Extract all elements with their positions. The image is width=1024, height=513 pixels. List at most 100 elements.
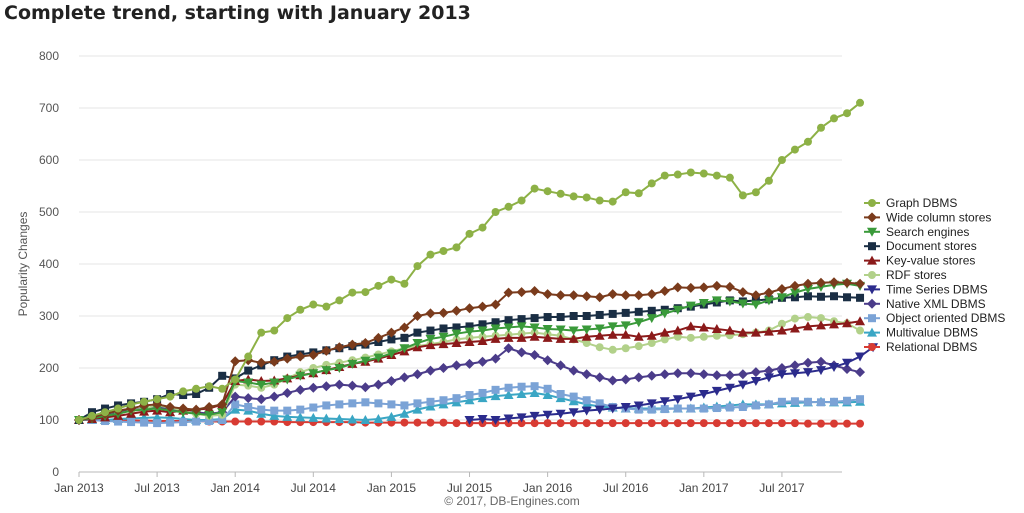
data-point: [321, 366, 332, 376]
data-point: [464, 327, 475, 337]
x-tick-label: Jan 2013: [54, 481, 104, 495]
data-point: [595, 310, 604, 319]
data-point: [829, 362, 839, 372]
data-point: [856, 395, 865, 404]
data-point: [856, 293, 865, 302]
data-point: [308, 412, 319, 422]
data-point: [646, 314, 657, 324]
data-point: [230, 356, 241, 367]
data-point: [504, 316, 513, 325]
data-point: [660, 405, 669, 414]
data-point: [856, 98, 865, 107]
data-point: [737, 287, 748, 298]
data-point: [789, 280, 800, 291]
data-point: [529, 387, 540, 397]
data-point: [516, 322, 527, 332]
data-point: [322, 302, 331, 311]
data-point: [855, 278, 866, 289]
data-point: [477, 356, 488, 367]
data-point: [751, 188, 760, 197]
y-tick-label: 300: [39, 309, 59, 323]
data-point: [867, 255, 877, 265]
data-point: [399, 344, 410, 354]
data-point: [802, 284, 813, 294]
data-point: [295, 412, 306, 422]
data-point: [750, 367, 761, 378]
data-point: [855, 352, 866, 362]
data-point: [399, 372, 410, 383]
data-point: [790, 397, 799, 406]
data-point: [569, 192, 578, 201]
data-point: [608, 345, 617, 354]
data-point: [816, 292, 825, 301]
data-point: [594, 372, 605, 383]
legend-label: Object oriented DBMS: [886, 311, 1005, 325]
data-point: [686, 419, 695, 428]
data-point: [868, 343, 876, 351]
data-point: [763, 287, 774, 298]
data-point: [712, 419, 721, 428]
data-point: [464, 395, 475, 405]
data-point: [386, 349, 397, 359]
data-point: [348, 399, 357, 408]
data-point: [646, 289, 657, 300]
data-point: [763, 365, 774, 376]
data-point: [686, 333, 695, 342]
data-point: [711, 370, 722, 381]
data-point: [360, 382, 371, 393]
data-point: [192, 417, 201, 426]
data-point: [269, 410, 280, 420]
data-point: [711, 280, 722, 291]
data-point: [452, 243, 461, 252]
data-point: [400, 279, 409, 288]
data-point: [451, 360, 462, 371]
legend-item: Key-value stores: [864, 254, 975, 268]
data-point: [542, 325, 553, 334]
legend-item: Search engines: [864, 225, 969, 239]
data-point: [218, 384, 227, 393]
data-point: [387, 400, 396, 409]
data-point: [465, 229, 474, 238]
data-point: [477, 414, 488, 424]
data-point: [205, 417, 214, 426]
data-point: [530, 184, 539, 193]
data-point: [764, 176, 773, 185]
data-point: [413, 328, 422, 337]
data-point: [400, 333, 409, 342]
data-point: [621, 188, 630, 197]
data-point: [751, 419, 760, 428]
data-point: [685, 282, 696, 293]
data-point: [843, 109, 852, 118]
data-point: [503, 323, 514, 333]
data-point: [685, 368, 696, 379]
data-point: [503, 332, 514, 342]
data-point: [582, 419, 591, 428]
data-point: [737, 299, 748, 309]
data-point: [530, 314, 539, 323]
data-point: [387, 275, 396, 284]
data-point: [660, 335, 669, 344]
credit-text: © 2017, DB-Engines.com: [444, 494, 580, 508]
data-point: [361, 288, 370, 297]
data-point: [829, 277, 839, 288]
data-point: [867, 227, 877, 237]
data-point: [282, 375, 293, 385]
data-point: [659, 327, 670, 337]
data-point: [789, 369, 800, 379]
legend-item: Document stores: [864, 239, 977, 253]
data-point: [634, 419, 643, 428]
data-point: [361, 398, 370, 407]
data-point: [439, 247, 448, 255]
data-point: [153, 395, 162, 404]
data-point: [634, 189, 643, 198]
data-point: [672, 325, 683, 335]
data-point: [451, 338, 462, 348]
data-point: [542, 289, 553, 300]
data-point: [712, 404, 721, 413]
data-point: [763, 296, 774, 306]
data-point: [529, 286, 540, 297]
series-time-series-dbms: [464, 343, 879, 425]
data-point: [347, 414, 358, 424]
data-point: [868, 271, 876, 279]
data-point: [856, 326, 865, 335]
